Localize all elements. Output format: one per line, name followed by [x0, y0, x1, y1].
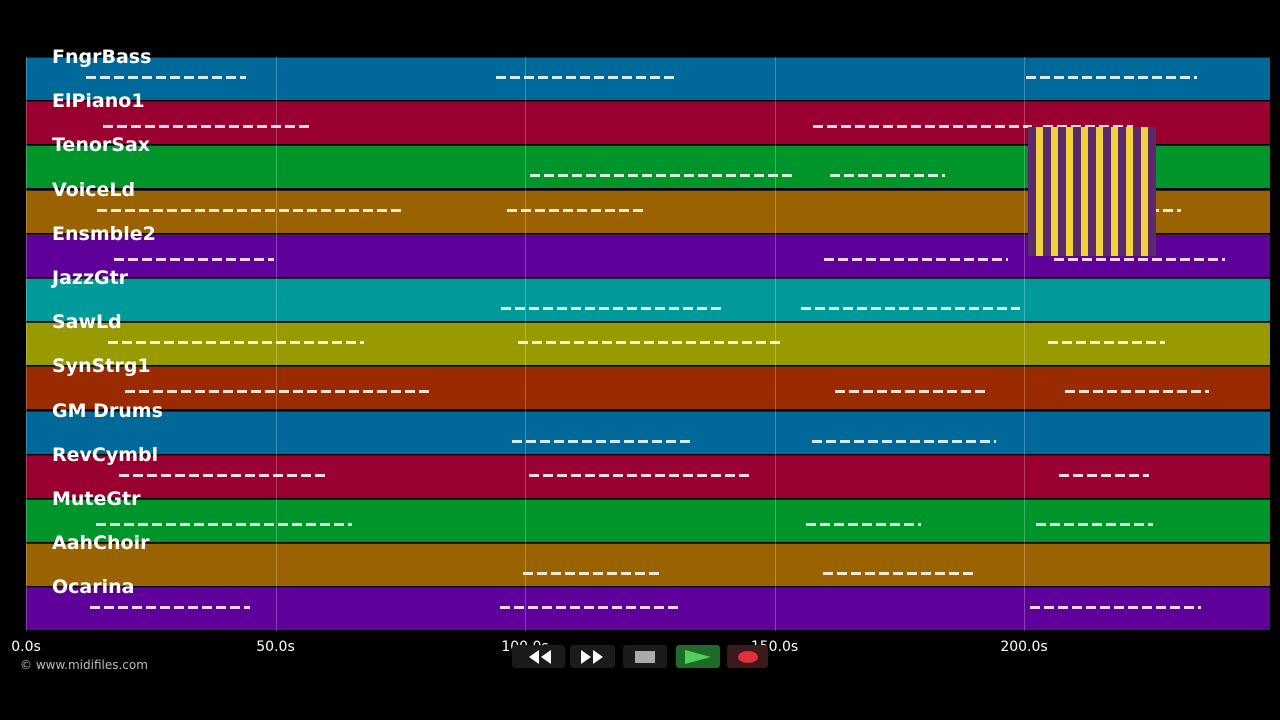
track-name: SynStrg1: [52, 355, 151, 378]
note-strip: [496, 76, 678, 79]
track-name: VoiceLd: [52, 178, 136, 201]
track-name: JazzGtr: [52, 267, 129, 289]
note-strip: [824, 257, 1008, 261]
note-strip: [125, 390, 429, 394]
note-strip: [830, 174, 945, 178]
qr-code: [1028, 127, 1156, 256]
track-name: MuteGtr: [52, 488, 141, 510]
track-name: ElPiano1: [52, 90, 145, 113]
track-name: Ocarina: [52, 576, 135, 599]
note-strip: [835, 390, 985, 394]
play-button[interactable]: [676, 645, 720, 668]
grid-line: [1024, 57, 1025, 631]
track-name: AahChoir: [52, 532, 150, 555]
track-name: TenorSax: [52, 134, 151, 157]
track-lane: [26, 410, 1270, 454]
note-strip: [1054, 257, 1225, 261]
track-lane: [26, 278, 1270, 321]
record-button[interactable]: [727, 645, 768, 668]
note-strip: [1065, 390, 1209, 394]
note-strip: [1036, 523, 1153, 526]
note-strip: [1043, 125, 1133, 129]
note-strip: [90, 606, 250, 610]
track-lane: [26, 322, 1270, 366]
time-tick-label: 0.0s: [11, 639, 41, 655]
track-lane: [26, 587, 1270, 631]
track-lane: [26, 543, 1270, 587]
note-strip: [529, 473, 753, 477]
note-strip: [812, 439, 996, 443]
track-lane: [26, 57, 1270, 100]
note-strip: [813, 125, 1032, 129]
note-strip: [97, 208, 401, 212]
note-strip: [119, 473, 327, 477]
grid-line: [525, 57, 526, 631]
grid-line: [774, 57, 776, 631]
note-strip: [523, 572, 663, 576]
rewind-button[interactable]: [512, 645, 565, 668]
note-strip: [512, 439, 694, 443]
track-name: GM Drums: [52, 399, 163, 422]
track-lane: [26, 366, 1270, 410]
time-tick-label: 200.0s: [1000, 639, 1048, 655]
track-name: RevCymbl: [52, 443, 159, 466]
note-strip: [108, 341, 364, 345]
copyright: © www.midifiles.com: [20, 658, 148, 672]
note-strip: [806, 523, 921, 526]
track-name: Ensmble2: [52, 222, 156, 245]
track-name: FngrBass: [52, 46, 152, 68]
fast-forward-button[interactable]: [570, 645, 615, 668]
time-tick-label: 50.0s: [256, 639, 295, 655]
track-lane: [26, 499, 1270, 542]
track-lane: [26, 454, 1270, 498]
note-strip: [501, 307, 725, 310]
note-strip: [114, 257, 274, 261]
track-name: SawLd: [52, 311, 122, 334]
note-strip: [1059, 473, 1149, 477]
note-strip: [518, 341, 784, 345]
note-strip: [530, 174, 796, 178]
note-strip: [1030, 606, 1201, 610]
note-strip: [507, 208, 647, 212]
note-strip: [1026, 76, 1197, 79]
note-strip: [96, 523, 352, 526]
note-strip: [500, 606, 682, 610]
note-strip: [1048, 341, 1165, 345]
grid-line: [26, 57, 27, 631]
note-strip: [103, 125, 311, 129]
note-strip: [86, 76, 246, 79]
note-strip: [801, 307, 1020, 310]
note-strip: [823, 572, 973, 576]
grid-line: [275, 57, 277, 631]
stop-button[interactable]: [623, 645, 667, 668]
